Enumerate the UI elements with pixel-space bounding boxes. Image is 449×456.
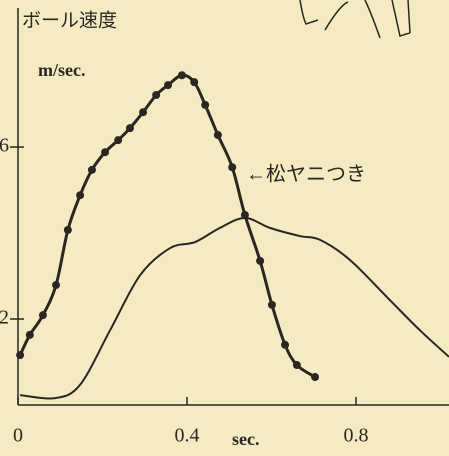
point — [281, 340, 290, 349]
point — [164, 81, 173, 90]
chart-title: ボール速度 — [22, 9, 117, 31]
sketch — [299, 0, 411, 39]
x-tick-label: 0.4 — [175, 425, 200, 447]
point — [125, 124, 134, 133]
point — [177, 71, 186, 80]
point — [292, 361, 301, 370]
x-tick-label: 0 — [13, 425, 23, 447]
point — [311, 373, 320, 382]
series-line — [20, 216, 449, 400]
y-axis-label: m/sec. — [38, 60, 85, 80]
point — [25, 330, 34, 339]
point — [114, 136, 123, 145]
annotation: ←松ヤニつき — [246, 163, 366, 186]
point — [52, 281, 61, 290]
point — [76, 191, 85, 200]
point — [256, 256, 265, 265]
point — [190, 78, 199, 87]
x-tick-label: 0.8 — [344, 425, 369, 447]
point — [63, 226, 72, 235]
point — [228, 163, 237, 172]
series-line — [18, 73, 316, 379]
point — [240, 210, 249, 219]
point — [101, 148, 110, 157]
point — [38, 311, 47, 320]
y-tick-label: 6 — [0, 135, 9, 157]
point — [139, 108, 148, 117]
point — [213, 131, 222, 139]
point — [87, 165, 96, 174]
point — [16, 351, 25, 360]
point — [152, 91, 161, 100]
y-tick-label: 2 — [0, 307, 9, 329]
point — [201, 100, 210, 109]
x-axis-label: sec. — [232, 429, 259, 449]
point — [267, 300, 276, 309]
